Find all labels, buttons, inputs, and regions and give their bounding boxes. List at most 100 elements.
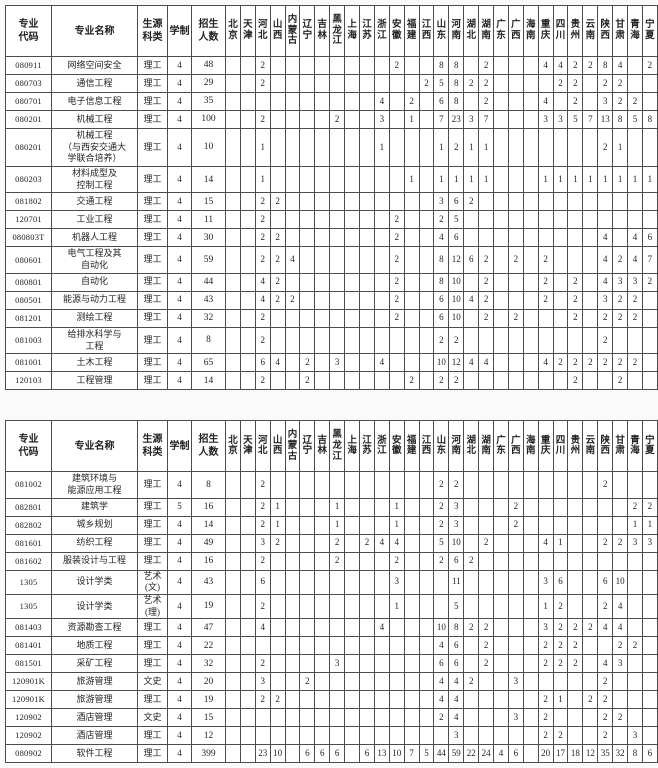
quota-江苏 bbox=[359, 618, 375, 638]
col-header-3: 学制 bbox=[167, 5, 192, 57]
quota-云南 bbox=[582, 593, 599, 620]
quota-黑龙江 bbox=[329, 166, 346, 194]
quota-四川 bbox=[552, 272, 569, 292]
table-row: 080902 软件工程 理工 4 399 23 10 6 6 6 6 13 10 7 5 44 59 22 24 4 6… bbox=[5, 744, 658, 764]
quota-北京 bbox=[225, 690, 241, 710]
quota-湖南: 2 bbox=[478, 74, 495, 93]
source-category: 理工 bbox=[137, 272, 168, 292]
quota-海南 bbox=[522, 593, 539, 620]
quota-安徽 bbox=[388, 166, 405, 194]
quota-海南 bbox=[522, 228, 539, 248]
quota-四川 bbox=[552, 326, 569, 355]
quota-上海 bbox=[344, 92, 361, 111]
province-header: 内 蒙 古 bbox=[284, 5, 301, 57]
quota-吉林 bbox=[314, 726, 331, 746]
quota-上海 bbox=[344, 246, 361, 274]
quota-北京 bbox=[225, 246, 241, 274]
table-row: 120701 工业工程 理工 4 11 2 2 2 5 bbox=[5, 210, 658, 230]
quota-内蒙古 bbox=[284, 110, 301, 129]
enrollment-total: 22 bbox=[191, 636, 226, 656]
quota-云南 bbox=[582, 654, 599, 674]
quota-重庆: 4 bbox=[537, 92, 554, 111]
quota-云南 bbox=[582, 371, 599, 391]
quota-四川: 2 bbox=[552, 654, 569, 674]
quota-海南 bbox=[522, 551, 539, 571]
table-row: 081002 建筑环境与 能源应用工程 理工 4 8 2 2 2 2 bbox=[5, 471, 658, 499]
quota-湖南: 2 bbox=[478, 272, 495, 292]
quota-安徽 bbox=[388, 726, 405, 746]
quota-四川 bbox=[552, 371, 569, 391]
quota-福建: 7 bbox=[403, 744, 420, 764]
quota-上海 bbox=[344, 744, 361, 764]
quota-广西 bbox=[507, 471, 524, 499]
program-years: 4 bbox=[167, 246, 192, 274]
province-header: 江 西 bbox=[418, 5, 435, 57]
quota-黑龙江: 2 bbox=[329, 533, 346, 553]
quota-山东: 6 bbox=[433, 308, 450, 328]
quota-宁夏 bbox=[641, 654, 658, 674]
quota-贵州 bbox=[567, 515, 584, 535]
quota-云南: 12 bbox=[582, 744, 599, 764]
quota-北京 bbox=[225, 533, 241, 553]
quota-四川: 2 bbox=[552, 726, 569, 746]
quota-甘肃: 8 bbox=[612, 110, 629, 129]
quota-上海 bbox=[344, 497, 361, 517]
major-name: 旅游管理 bbox=[51, 672, 138, 692]
program-years: 4 bbox=[167, 74, 192, 93]
quota-上海 bbox=[344, 192, 361, 212]
province-header: 湖 北 bbox=[463, 5, 480, 57]
quota-海南 bbox=[522, 515, 539, 535]
quota-山东 bbox=[433, 726, 450, 746]
quota-天津 bbox=[239, 497, 256, 517]
quota-湖南: 2 bbox=[478, 533, 495, 553]
quota-广东 bbox=[493, 497, 509, 517]
quota-天津 bbox=[239, 166, 256, 194]
quota-陕西 bbox=[597, 636, 614, 656]
quota-安徽 bbox=[388, 192, 405, 212]
quota-湖北 bbox=[463, 308, 480, 328]
province-header: 河 南 bbox=[448, 420, 465, 473]
quota-内蒙古 bbox=[284, 371, 301, 391]
major-code: 080911 bbox=[5, 56, 52, 75]
quota-天津 bbox=[239, 353, 256, 373]
quota-重庆 bbox=[537, 326, 554, 355]
quota-黑龙江 bbox=[329, 690, 346, 710]
province-header: 陕 西 bbox=[597, 5, 614, 57]
quota-四川 bbox=[552, 497, 569, 517]
quota-陕西: 2 bbox=[597, 308, 614, 328]
quota-山东: 4 bbox=[433, 690, 450, 710]
quota-重庆 bbox=[537, 515, 554, 535]
quota-广西: 3 bbox=[507, 708, 524, 728]
quota-江西 bbox=[418, 353, 435, 373]
quota-安徽 bbox=[388, 708, 405, 728]
quota-内蒙古 bbox=[284, 166, 301, 194]
quota-北京 bbox=[225, 166, 241, 194]
quota-上海 bbox=[344, 110, 361, 129]
quota-河南: 10 bbox=[448, 272, 465, 292]
quota-甘肃: 2 bbox=[612, 353, 629, 373]
quota-海南 bbox=[522, 708, 539, 728]
quota-湖南 bbox=[478, 228, 495, 248]
quota-吉林 bbox=[314, 353, 331, 373]
quota-天津 bbox=[239, 636, 256, 656]
quota-重庆 bbox=[537, 228, 554, 248]
quota-陕西: 2 bbox=[597, 74, 614, 93]
program-years: 4 bbox=[167, 210, 192, 230]
quota-辽宁 bbox=[299, 228, 316, 248]
quota-山西 bbox=[269, 551, 286, 571]
quota-吉林 bbox=[314, 371, 331, 391]
major-name: 工程管理 bbox=[51, 371, 138, 391]
quota-安徽 bbox=[388, 618, 405, 638]
quota-四川: 6 bbox=[552, 569, 569, 595]
quota-黑龙江 bbox=[329, 672, 346, 692]
quota-陕西: 4 bbox=[597, 272, 614, 292]
quota-广西 bbox=[507, 192, 524, 212]
quota-河北: 2 bbox=[254, 593, 271, 620]
quota-江西 bbox=[418, 308, 435, 328]
quota-天津 bbox=[239, 326, 256, 355]
quota-黑龙江 bbox=[329, 308, 346, 328]
quota-福建: 1 bbox=[403, 166, 420, 194]
quota-广东 bbox=[493, 308, 509, 328]
quota-青海: 5 bbox=[627, 110, 643, 129]
quota-山东: 2 bbox=[433, 371, 450, 391]
